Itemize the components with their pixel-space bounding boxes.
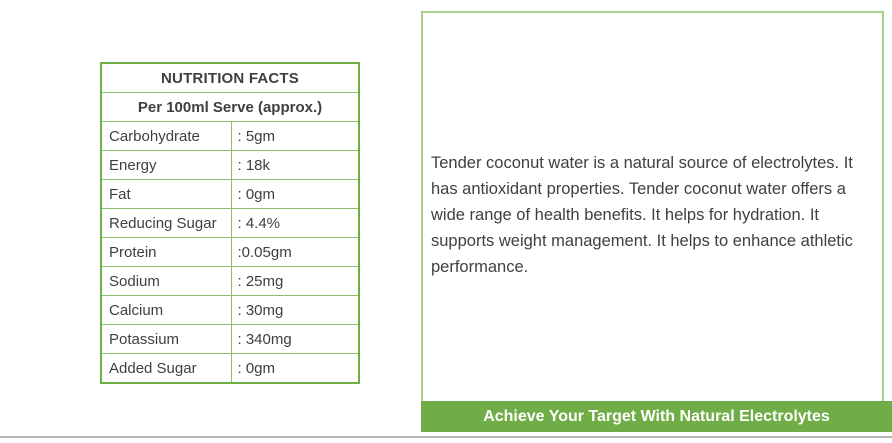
nutrition-rows: Carbohydrate: 5gm Energy: 18k Fat: 0gm Redu… xyxy=(100,121,360,384)
table-row: Protein:0.05gm xyxy=(100,237,360,267)
nutrient-label: Carbohydrate xyxy=(100,121,232,151)
nutrient-label: Reducing Sugar xyxy=(100,208,232,238)
nutrient-value: : 0gm xyxy=(230,353,360,384)
nutrient-value: : 25mg xyxy=(230,266,360,296)
nutrition-facts-title: NUTRITION FACTS xyxy=(100,62,360,93)
nutrition-facts-table: NUTRITION FACTS Per 100ml Serve (approx.… xyxy=(100,62,360,384)
banner: Achieve Your Target With Natural Electro… xyxy=(421,401,892,432)
nutrient-label: Energy xyxy=(100,150,232,180)
nutrient-label: Protein xyxy=(100,237,232,267)
nutrient-value: : 340mg xyxy=(230,324,360,354)
nutrient-value: : 30mg xyxy=(230,295,360,325)
nutrient-value: : 5gm xyxy=(230,121,360,151)
table-subtitle-row: Per 100ml Serve (approx.) xyxy=(100,92,360,122)
table-row: Carbohydrate: 5gm xyxy=(100,121,360,151)
banner-text: Achieve Your Target With Natural Electro… xyxy=(483,408,830,425)
info-panel: Tender coconut water is a natural source… xyxy=(421,11,884,432)
table-row: Reducing Sugar: 4.4% xyxy=(100,208,360,238)
nutrient-label: Fat xyxy=(100,179,232,209)
nutrient-label: Calcium xyxy=(100,295,232,325)
table-row: Energy: 18k xyxy=(100,150,360,180)
table-row: Fat: 0gm xyxy=(100,179,360,209)
nutrient-value: :0.05gm xyxy=(230,237,360,267)
nutrient-value: : 18k xyxy=(230,150,360,180)
table-row: Added Sugar: 0gm xyxy=(100,353,360,384)
table-row: Potassium: 340mg xyxy=(100,324,360,354)
nutrient-value: : 0gm xyxy=(230,179,360,209)
nutrient-label: Sodium xyxy=(100,266,232,296)
nutrient-label: Added Sugar xyxy=(100,353,232,384)
nutrient-value: : 4.4% xyxy=(230,208,360,238)
bottom-divider-line xyxy=(0,436,892,438)
table-row: Sodium: 25mg xyxy=(100,266,360,296)
table-title-row: NUTRITION FACTS xyxy=(100,62,360,93)
table-row: Calcium: 30mg xyxy=(100,295,360,325)
nutrient-label: Potassium xyxy=(100,324,232,354)
description-text: Tender coconut water is a natural source… xyxy=(431,154,853,276)
serving-size-header: Per 100ml Serve (approx.) xyxy=(100,92,360,122)
